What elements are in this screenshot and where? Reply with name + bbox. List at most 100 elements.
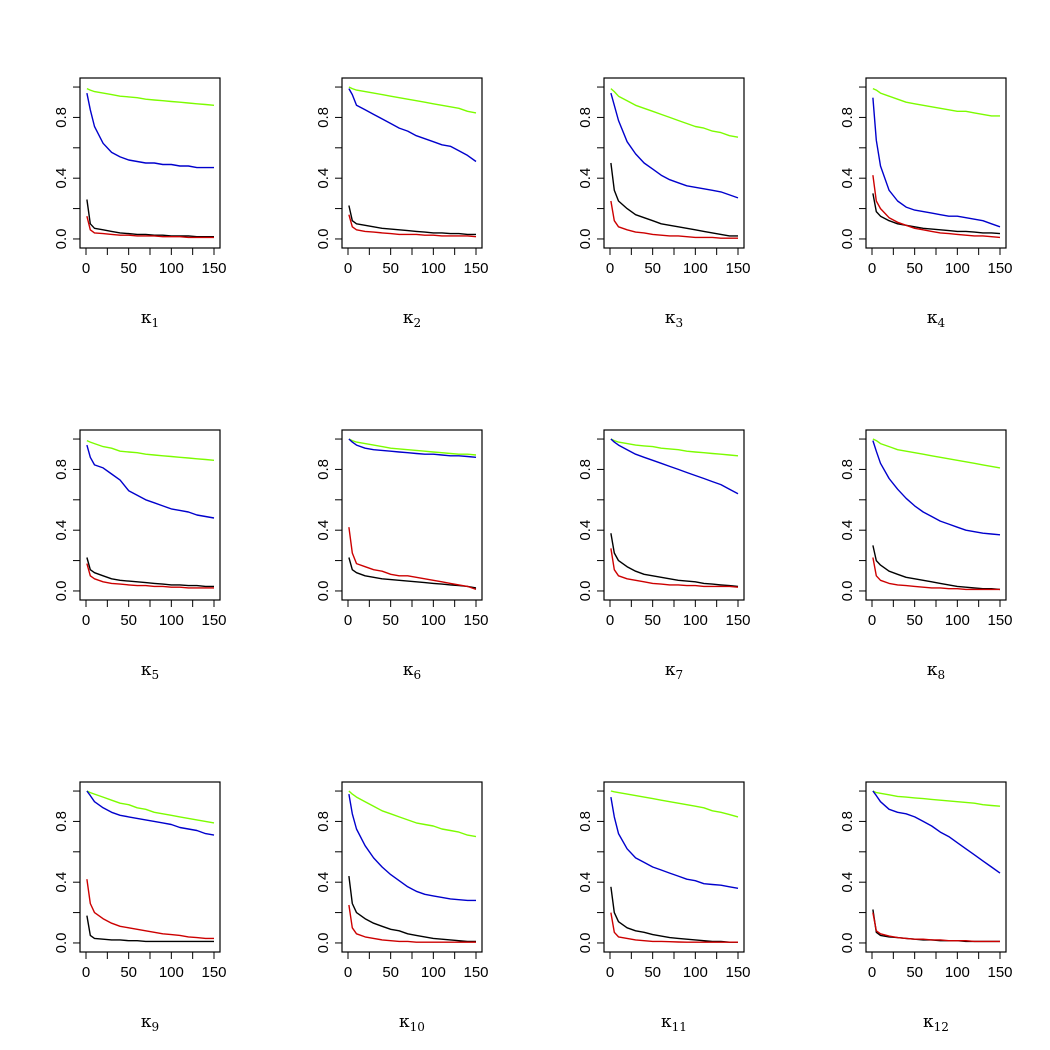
x-tick-label: 150 (725, 612, 750, 629)
y-tick-label: 0.0 (577, 581, 594, 602)
x-axis-label-subscript: 12 (934, 1020, 949, 1034)
y-tick-label: 0.4 (577, 872, 594, 893)
x-tick-label: 50 (644, 260, 661, 277)
series-line-1 (872, 438, 1001, 469)
panel-7: 0.0 0.4 0.8 0 50 100 150 κ7 (577, 429, 751, 682)
plot-frame (603, 77, 745, 249)
panel-3: 0.0 0.4 0.8 0 50 100 150 κ3 (577, 77, 751, 330)
x-axis-label-subscript: 7 (675, 668, 683, 682)
y-tick-label: 0.0 (839, 581, 856, 602)
series-line-1 (348, 86, 477, 114)
y-tick-label: 0.4 (315, 872, 332, 893)
x-tick-label: 50 (382, 260, 399, 277)
x-axis-label: κ5 (141, 660, 159, 682)
panel-10: 0.0 0.4 0.8 0 50 100 150 κ10 (315, 781, 489, 1034)
x-tick-label: 0 (82, 612, 90, 629)
series-line-1 (610, 88, 739, 138)
series-line-4 (610, 912, 738, 943)
x-axis-label: κ2 (403, 308, 421, 330)
x-tick-label: 50 (906, 964, 923, 981)
x-tick-label: 100 (945, 964, 970, 981)
x-axis-label: κ7 (665, 660, 683, 682)
panel-11: 0.0 0.4 0.8 0 50 100 150 κ11 (577, 781, 751, 1034)
x-axis-label: κ1 (141, 308, 159, 330)
x-axis-label-subscript: 9 (151, 1020, 159, 1034)
series-line-4 (610, 548, 739, 588)
series-line-4 (86, 216, 214, 239)
plot-frame (79, 781, 221, 953)
x-axis-label-symbol: κ (661, 1012, 672, 1032)
series-line-1 (86, 439, 215, 461)
series-line-2 (872, 790, 1001, 874)
x-axis-label-symbol: κ (665, 308, 676, 328)
series-line-3 (86, 915, 214, 943)
x-axis-label: κ3 (665, 308, 683, 330)
x-axis-label-subscript: 11 (672, 1020, 687, 1034)
x-axis-label-subscript: 5 (151, 668, 159, 682)
x-axis-label-symbol: κ (141, 308, 152, 328)
x-axis-label-symbol: κ (403, 660, 414, 680)
x-tick-label: 100 (159, 260, 184, 277)
x-axis-label: κ6 (403, 660, 421, 682)
x-tick-label: 0 (606, 612, 614, 629)
panel-1: 0.0 0.4 0.8 0 50 100 150 κ1 (53, 77, 227, 330)
x-tick-label: 100 (945, 612, 970, 629)
x-axis-label-symbol: κ (927, 660, 938, 680)
x-tick-label: 0 (868, 260, 876, 277)
series-line-4 (610, 200, 738, 239)
panel-6: 0.0 0.4 0.8 0 50 100 150 κ6 (315, 429, 489, 682)
series-line-4 (86, 563, 214, 589)
x-tick-label: 150 (201, 612, 226, 629)
x-tick-label: 50 (644, 612, 661, 629)
series-line-3 (86, 199, 214, 238)
y-tick-label: 0.4 (53, 520, 70, 541)
y-tick-label: 0.4 (839, 168, 856, 189)
series-line-2 (610, 796, 739, 889)
x-axis-label: κ4 (927, 308, 946, 330)
y-tick-label: 0.0 (53, 229, 70, 250)
series-line-2 (86, 92, 214, 169)
x-axis-label: κ9 (141, 1012, 159, 1034)
x-tick-label: 0 (344, 612, 352, 629)
x-tick-label: 0 (606, 260, 614, 277)
plot-frame (865, 429, 1007, 601)
x-tick-label: 50 (382, 612, 399, 629)
y-tick-label: 0.8 (577, 811, 594, 832)
y-tick-label: 0.8 (53, 811, 70, 832)
x-axis-label-subscript: 1 (151, 316, 159, 330)
panel-4: 0.0 0.4 0.8 0 50 100 150 κ4 (839, 77, 1013, 330)
y-tick-label: 0.8 (577, 107, 594, 128)
x-axis-label-symbol: κ (141, 1012, 152, 1032)
x-tick-label: 100 (159, 612, 184, 629)
panel-12: 0.0 0.4 0.8 0 50 100 150 κ12 (839, 781, 1013, 1034)
x-axis-label-subscript: 3 (675, 316, 683, 330)
plot-frame (603, 429, 745, 601)
x-tick-label: 0 (82, 260, 90, 277)
series-line-4 (872, 175, 1001, 239)
x-tick-label: 0 (344, 260, 352, 277)
series-line-2 (872, 97, 1001, 228)
x-tick-label: 50 (644, 964, 661, 981)
x-tick-label: 100 (421, 612, 446, 629)
series-line-3 (610, 162, 738, 237)
x-tick-label: 100 (159, 964, 184, 981)
series-line-2 (872, 440, 1001, 536)
x-tick-label: 100 (683, 260, 708, 277)
y-tick-label: 0.4 (315, 520, 332, 541)
series-line-2 (348, 793, 476, 902)
x-tick-label: 150 (987, 964, 1012, 981)
series-line-2 (348, 88, 477, 163)
x-tick-label: 50 (906, 612, 923, 629)
x-axis-label-symbol: κ (927, 308, 938, 328)
series-line-1 (86, 790, 215, 824)
plot-frame (341, 77, 483, 249)
y-tick-label: 0.0 (577, 933, 594, 954)
x-tick-label: 150 (201, 964, 226, 981)
y-tick-label: 0.4 (577, 168, 594, 189)
series-line-1 (610, 790, 739, 818)
y-tick-label: 0.8 (315, 811, 332, 832)
series-line-1 (872, 87, 1000, 117)
panel-5: 0.0 0.4 0.8 0 50 100 150 κ5 (53, 429, 227, 682)
y-tick-label: 0.8 (315, 459, 332, 480)
series-line-4 (348, 214, 477, 238)
